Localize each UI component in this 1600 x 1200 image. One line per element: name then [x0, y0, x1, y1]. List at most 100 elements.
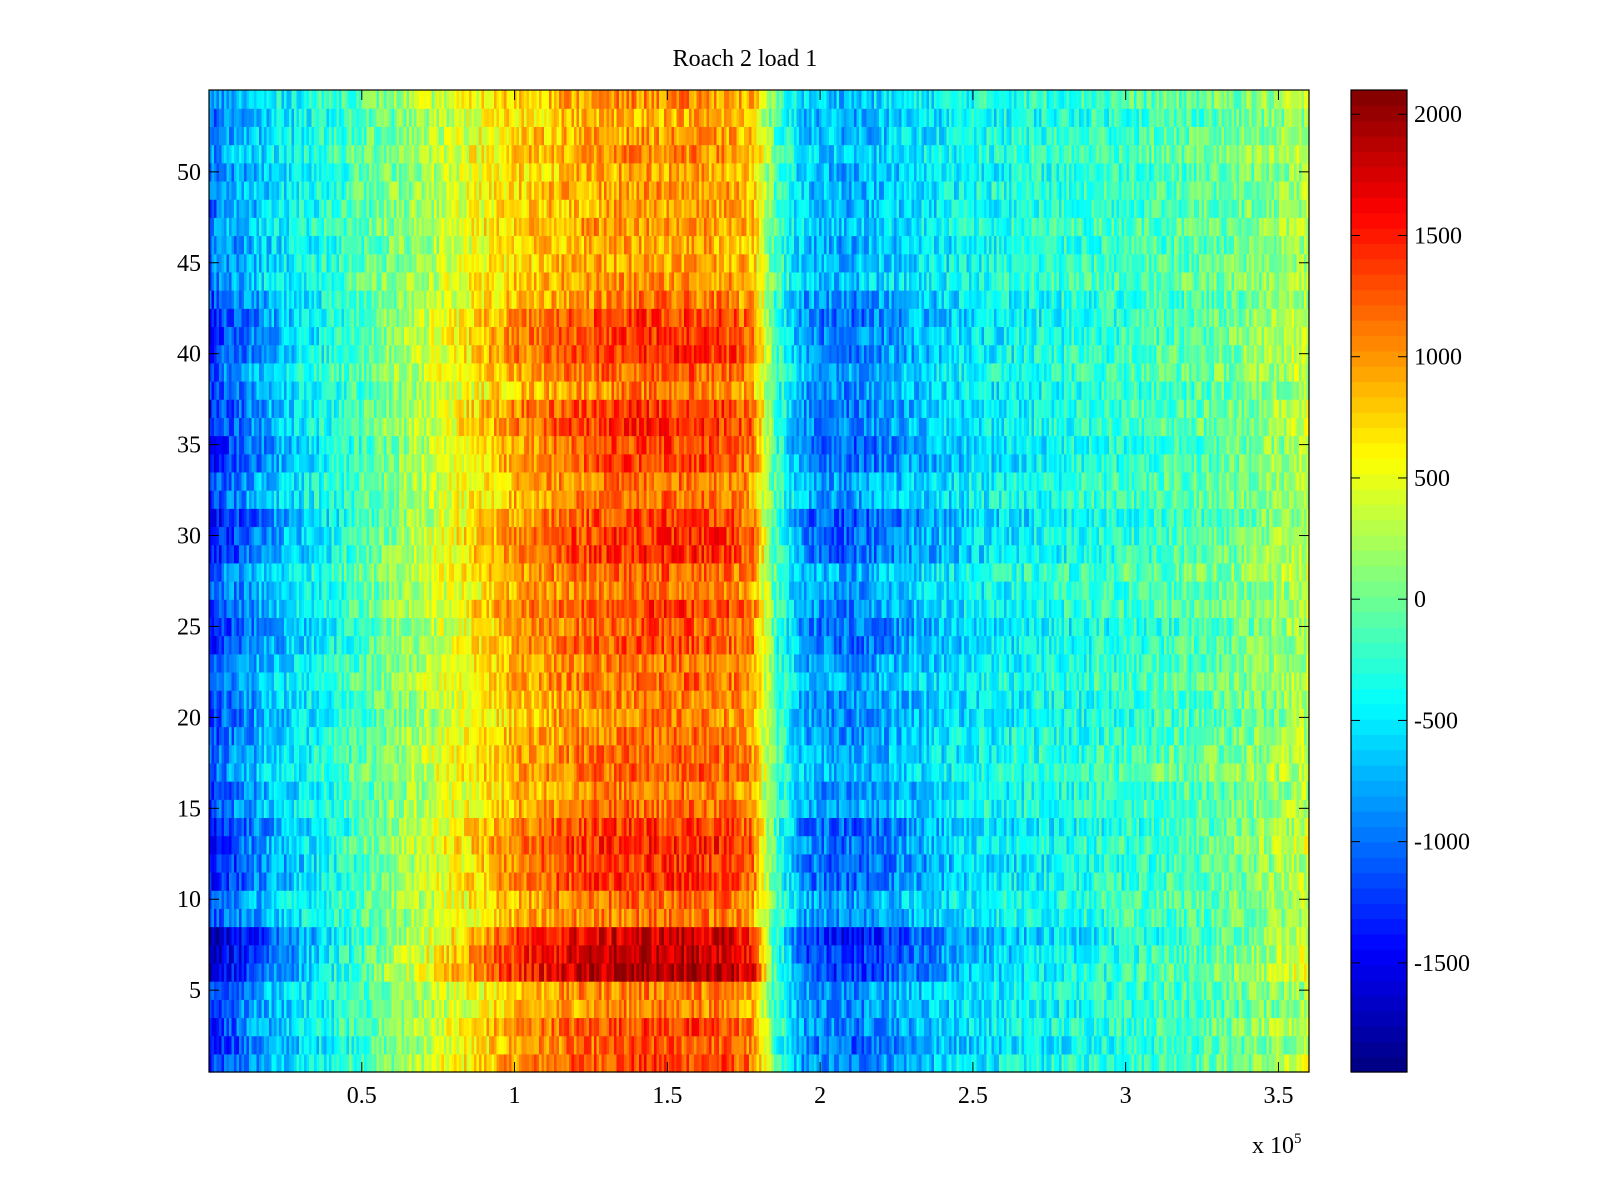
heatmap-cell — [559, 1017, 563, 1037]
heatmap-cell — [779, 926, 783, 946]
heatmap-cell — [849, 999, 853, 1019]
heatmap-cell — [374, 926, 378, 946]
heatmap-cell — [624, 962, 628, 982]
heatmap-cell — [1086, 999, 1090, 1019]
heatmap-cell — [224, 926, 228, 946]
heatmap-cell — [976, 1053, 980, 1073]
heatmap-cell — [1196, 981, 1200, 1000]
heatmap-cell — [394, 999, 398, 1019]
heatmap-cell — [664, 981, 668, 1000]
heatmap-cell — [446, 1053, 450, 1073]
heatmap-cell — [356, 962, 360, 982]
heatmap-cell — [1226, 926, 1230, 946]
heatmap-cell — [291, 944, 295, 964]
heatmap-cell — [819, 926, 823, 946]
heatmap-cell — [596, 1035, 600, 1055]
heatmap-cell — [449, 1053, 453, 1073]
heatmap-cell — [486, 1053, 490, 1073]
heatmap-cell — [541, 908, 545, 928]
heatmap-cell — [791, 1053, 795, 1073]
heatmap-cell — [744, 981, 748, 1000]
heatmap-cell — [1129, 999, 1133, 1019]
heatmap-cell — [611, 890, 615, 909]
heatmap-cell — [1159, 962, 1163, 982]
heatmap-cell — [449, 890, 453, 909]
heatmap-cell — [1086, 1053, 1090, 1073]
heatmap-cell — [674, 981, 678, 1000]
heatmap-cell — [244, 926, 248, 946]
heatmap-cell — [994, 999, 998, 1019]
heatmap-cell — [339, 926, 343, 946]
heatmap-cell — [271, 981, 275, 1000]
heatmap-cell — [629, 962, 633, 982]
heatmap-cell — [316, 962, 320, 982]
heatmap-cell — [1139, 981, 1143, 1000]
heatmap-cell — [911, 999, 915, 1019]
heatmap-cell — [614, 1035, 618, 1055]
heatmap-cell — [449, 926, 453, 946]
heatmap-cell — [214, 944, 218, 964]
heatmap-cell — [884, 1017, 888, 1037]
heatmap-cell — [1246, 981, 1250, 1000]
heatmap-cell — [609, 962, 613, 982]
heatmap-cell — [416, 1017, 420, 1037]
heatmap-cell — [994, 1053, 998, 1073]
heatmap-cell — [226, 908, 230, 928]
heatmap-cell — [451, 944, 455, 964]
heatmap-cell — [564, 890, 568, 909]
heatmap-cell — [909, 981, 913, 1000]
heatmap-cell — [1171, 981, 1175, 1000]
heatmap-cell — [446, 908, 450, 928]
heatmap-cell — [966, 1035, 970, 1055]
heatmap-cell — [309, 962, 313, 982]
heatmap-cell — [984, 944, 988, 964]
heatmap-cell — [1231, 944, 1235, 964]
heatmap-cell — [541, 926, 545, 946]
heatmap-cell — [756, 926, 760, 946]
heatmap-cell — [1144, 944, 1148, 964]
heatmap-cell — [1239, 1035, 1243, 1055]
heatmap-cell — [489, 962, 493, 982]
heatmap-cell — [506, 999, 510, 1019]
heatmap-cell — [1246, 944, 1250, 964]
heatmap-cell — [666, 1053, 670, 1073]
heatmap-cell — [514, 962, 518, 982]
heatmap-cell — [826, 908, 830, 928]
heatmap-cell — [331, 999, 335, 1019]
heatmap-cell — [221, 1035, 225, 1055]
heatmap-cell — [506, 1035, 510, 1055]
heatmap-cell — [814, 999, 818, 1019]
heatmap-cell — [509, 908, 513, 928]
heatmap-cell — [1066, 926, 1070, 946]
heatmap-cell — [421, 908, 425, 928]
heatmap-cell — [841, 1035, 845, 1055]
heatmap-cell — [386, 890, 390, 909]
heatmap-cell — [1254, 1053, 1258, 1073]
heatmap-cell — [946, 1017, 950, 1037]
heatmap-cell — [401, 890, 405, 909]
heatmap-cell — [1004, 1053, 1008, 1073]
heatmap-cell — [1199, 926, 1203, 946]
heatmap-cell — [584, 1053, 588, 1073]
heatmap-cell — [334, 981, 338, 1000]
heatmap-cell — [444, 890, 448, 909]
heatmap-cell — [326, 1035, 330, 1055]
heatmap-cell — [939, 908, 943, 928]
heatmap-cell — [1199, 981, 1203, 1000]
heatmap-cell — [1006, 1053, 1010, 1073]
heatmap-cell — [1094, 908, 1098, 928]
heatmap-cell — [579, 999, 583, 1019]
heatmap-cell — [419, 908, 423, 928]
heatmap-cell — [311, 890, 315, 909]
heatmap-cell — [369, 962, 373, 982]
heatmap-cell — [1084, 1017, 1088, 1037]
heatmap-cell — [574, 890, 578, 909]
heatmap-cell — [1186, 1053, 1190, 1073]
heatmap-cell — [286, 999, 290, 1019]
heatmap-cell — [841, 944, 845, 964]
heatmap-cell — [1021, 999, 1025, 1019]
heatmap-cell — [241, 981, 245, 1000]
heatmap-cell — [374, 962, 378, 982]
heatmap-cell — [354, 890, 358, 909]
heatmap-cell — [1236, 1053, 1240, 1073]
